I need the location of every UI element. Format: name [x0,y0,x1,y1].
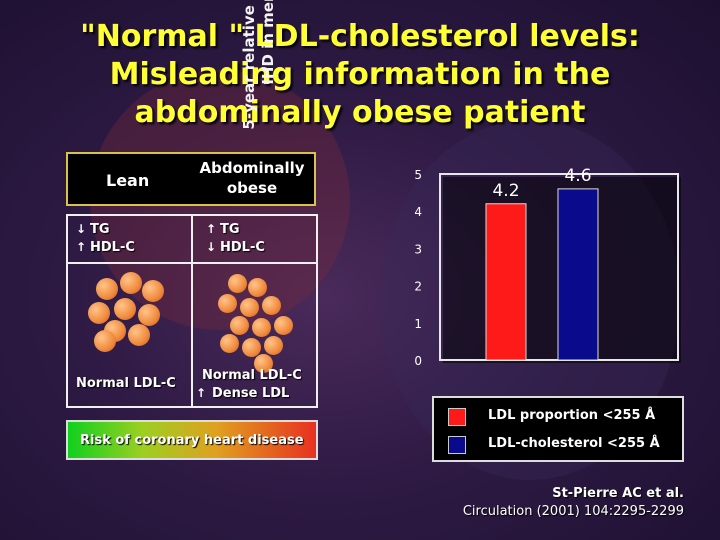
y-tick-label: 0 [414,354,422,368]
ldl-particle-icon [220,334,239,353]
up-arrow-icon: ↑ [76,240,87,254]
legend-item: LDL-cholesterol <255 Å [448,434,678,456]
obese-dense-ldl-label: Dense LDL [212,386,290,401]
ldl-particle-icon [128,324,150,346]
y-tick-label: 2 [414,280,422,294]
risk-gradient-bar: Risk of coronary heart disease [66,420,318,460]
y-tick-label: 3 [414,242,422,256]
y-tick-label: 5 [414,168,422,182]
legend-swatch [448,436,466,454]
title-line-3: abdominally obese patient [134,95,586,130]
ldl-particle-icon [240,298,259,317]
down-arrow-icon: ↓ [76,222,87,236]
chart-y-axis-label: 5-year relative risk of IHD in men [240,0,277,130]
ldl-particle-icon [94,330,116,352]
ldl-particle-icon [88,302,110,324]
y-tick-label: 1 [414,317,422,331]
legend-swatch [448,408,466,426]
ldl-particle-icon [218,294,237,313]
legend-label: LDL-cholesterol <255 Å [488,436,660,451]
title-line-1: "Normal " LDL-cholesterol levels: [80,19,640,54]
citation-author: St-Pierre AC et al. [552,486,684,501]
ldl-particle-icon [248,278,267,297]
legend-item: LDL proportion <255 Å [448,406,678,428]
bar [557,188,599,361]
ldl-particle-icon [120,272,142,294]
ldl-particle-icon [230,316,249,335]
obese-label: Abdominally obese [199,159,305,197]
slide-title: "Normal " LDL-cholesterol levels: Mislea… [20,18,700,132]
lean-hdl-label: HDL-C [90,240,135,255]
grid-divider [191,216,193,406]
bar-value-label: 4.2 [492,181,519,201]
ldl-particle-icon [262,296,281,315]
ldl-particle-icon [264,336,283,355]
comparison-grid: ↓ TG ↑ HDL-C ↑ TG ↓ HDL-C Normal LDL-C N… [66,214,318,408]
ldl-particle-icon [96,278,118,300]
ldl-particle-icon [142,280,164,302]
ldl-particle-icon [274,316,293,335]
up-arrow-icon: ↑ [206,222,217,236]
legend-label: LDL proportion <255 Å [488,408,656,423]
bar-value-label: 4.6 [564,166,591,186]
comparison-header: Lean Abdominally obese [66,152,316,206]
ldl-particle-icon [228,274,247,293]
bar-chart: 0 1 2 3 4 5 4.2 4.6 [414,166,681,368]
ldl-particle-icon [252,318,271,337]
up-arrow-icon: ↑ [196,386,207,400]
obese-ldl-label: Normal LDL-C [202,368,302,383]
y-tick-label: 4 [414,205,422,219]
obese-tg-label: TG [220,222,240,237]
risk-label: Risk of coronary heart disease [80,433,304,448]
citation-reference: Circulation (2001) 104:2295-2299 [462,504,684,519]
ldl-particle-icon [242,338,261,357]
title-line-2: Misleading information in the [109,57,611,92]
chart-legend: LDL proportion <255 Å LDL-cholesterol <2… [432,396,684,462]
obese-hdl-label: HDL-C [220,240,265,255]
lean-tg-label: TG [90,222,110,237]
bar [485,203,527,361]
ldl-particle-icon [138,304,160,326]
grid-divider [68,262,316,264]
down-arrow-icon: ↓ [206,240,217,254]
lean-label: Lean [106,171,150,190]
ldl-particle-icon [254,354,273,373]
ldl-particle-icon [114,298,136,320]
lean-ldl-label: Normal LDL-C [76,376,176,391]
